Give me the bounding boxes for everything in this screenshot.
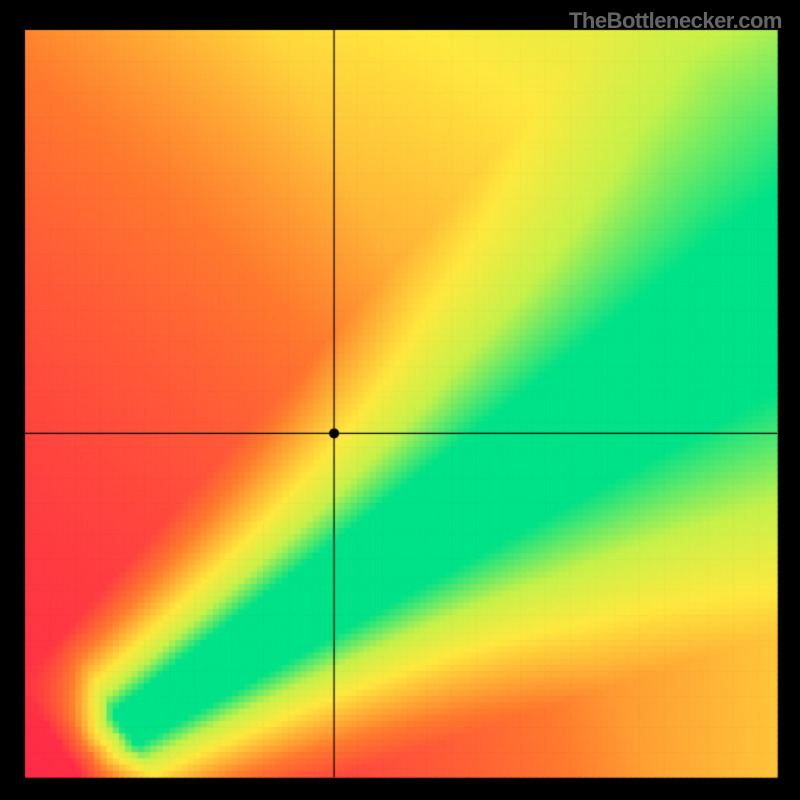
bottleneck-heatmap bbox=[0, 0, 800, 800]
chart-container: TheBottlenecker.com bbox=[0, 0, 800, 800]
watermark-text: TheBottlenecker.com bbox=[569, 8, 782, 34]
